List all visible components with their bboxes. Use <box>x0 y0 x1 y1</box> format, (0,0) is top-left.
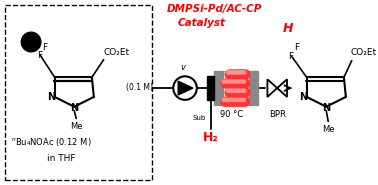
Circle shape <box>237 71 240 74</box>
Circle shape <box>234 89 238 92</box>
Circle shape <box>226 89 230 92</box>
Circle shape <box>229 71 232 74</box>
Text: $v$: $v$ <box>180 63 187 72</box>
Circle shape <box>233 70 242 79</box>
Circle shape <box>236 88 245 97</box>
Text: Sub: Sub <box>193 115 206 120</box>
Circle shape <box>240 71 243 74</box>
Text: F: F <box>294 43 299 52</box>
Text: N: N <box>322 103 330 113</box>
Circle shape <box>232 71 235 74</box>
Circle shape <box>231 97 240 106</box>
Circle shape <box>235 80 239 83</box>
Text: F: F <box>42 43 47 52</box>
Circle shape <box>232 80 235 83</box>
Circle shape <box>242 71 246 74</box>
Circle shape <box>231 88 239 97</box>
Circle shape <box>241 79 249 88</box>
Circle shape <box>221 97 230 106</box>
Circle shape <box>239 80 242 83</box>
Text: BPR: BPR <box>269 110 286 119</box>
Circle shape <box>228 88 237 97</box>
Circle shape <box>233 88 242 97</box>
Text: Me: Me <box>322 125 335 134</box>
Circle shape <box>228 97 236 106</box>
Text: F: F <box>37 51 42 60</box>
Circle shape <box>225 70 234 79</box>
Circle shape <box>242 98 245 102</box>
Text: CO₂Et: CO₂Et <box>350 48 376 57</box>
Circle shape <box>239 88 247 97</box>
Circle shape <box>224 79 233 88</box>
Circle shape <box>228 70 237 79</box>
Circle shape <box>239 98 242 102</box>
Circle shape <box>225 80 229 83</box>
Circle shape <box>234 97 243 106</box>
Polygon shape <box>178 81 193 95</box>
Circle shape <box>241 97 249 106</box>
Text: 90 °C: 90 °C <box>220 110 243 119</box>
Circle shape <box>228 79 236 88</box>
Circle shape <box>229 89 232 92</box>
Text: Me: Me <box>70 122 82 131</box>
Circle shape <box>231 70 239 79</box>
Bar <box>249 71 257 105</box>
Text: N: N <box>46 92 55 102</box>
Circle shape <box>229 98 232 102</box>
Circle shape <box>226 71 230 74</box>
Text: CO₂Et: CO₂Et <box>103 48 129 57</box>
Text: H: H <box>283 22 293 35</box>
Circle shape <box>237 89 240 92</box>
Circle shape <box>237 97 246 106</box>
Text: Catalyst: Catalyst <box>178 18 226 28</box>
Circle shape <box>237 79 246 88</box>
Bar <box>207 76 214 100</box>
Bar <box>223 71 249 105</box>
Circle shape <box>241 88 250 97</box>
Circle shape <box>231 79 240 88</box>
Text: H₂: H₂ <box>203 131 218 144</box>
Circle shape <box>234 71 238 74</box>
Text: DMPSi-Pd/AC-CP: DMPSi-Pd/AC-CP <box>167 4 262 14</box>
Circle shape <box>239 70 247 79</box>
Circle shape <box>235 98 239 102</box>
Circle shape <box>222 98 226 102</box>
Text: N: N <box>70 103 78 113</box>
Circle shape <box>221 79 230 88</box>
Text: N: N <box>299 92 307 102</box>
Text: in THF: in THF <box>47 154 76 163</box>
Circle shape <box>225 98 229 102</box>
Circle shape <box>232 89 235 92</box>
Text: Cl: Cl <box>27 38 35 46</box>
Circle shape <box>242 80 245 83</box>
Text: (0.1 M): (0.1 M) <box>126 83 153 92</box>
Bar <box>5 5 152 180</box>
Circle shape <box>240 89 243 92</box>
Circle shape <box>222 80 226 83</box>
Bar <box>214 71 223 105</box>
Circle shape <box>229 80 232 83</box>
Circle shape <box>21 32 41 52</box>
Circle shape <box>234 79 243 88</box>
Circle shape <box>242 89 246 92</box>
Circle shape <box>236 70 245 79</box>
Text: F: F <box>288 52 293 61</box>
Circle shape <box>241 70 250 79</box>
Circle shape <box>224 97 233 106</box>
Circle shape <box>232 98 235 102</box>
Circle shape <box>225 88 234 97</box>
Text: $^n$Bu₄NOAc (0.12 M): $^n$Bu₄NOAc (0.12 M) <box>11 136 91 148</box>
